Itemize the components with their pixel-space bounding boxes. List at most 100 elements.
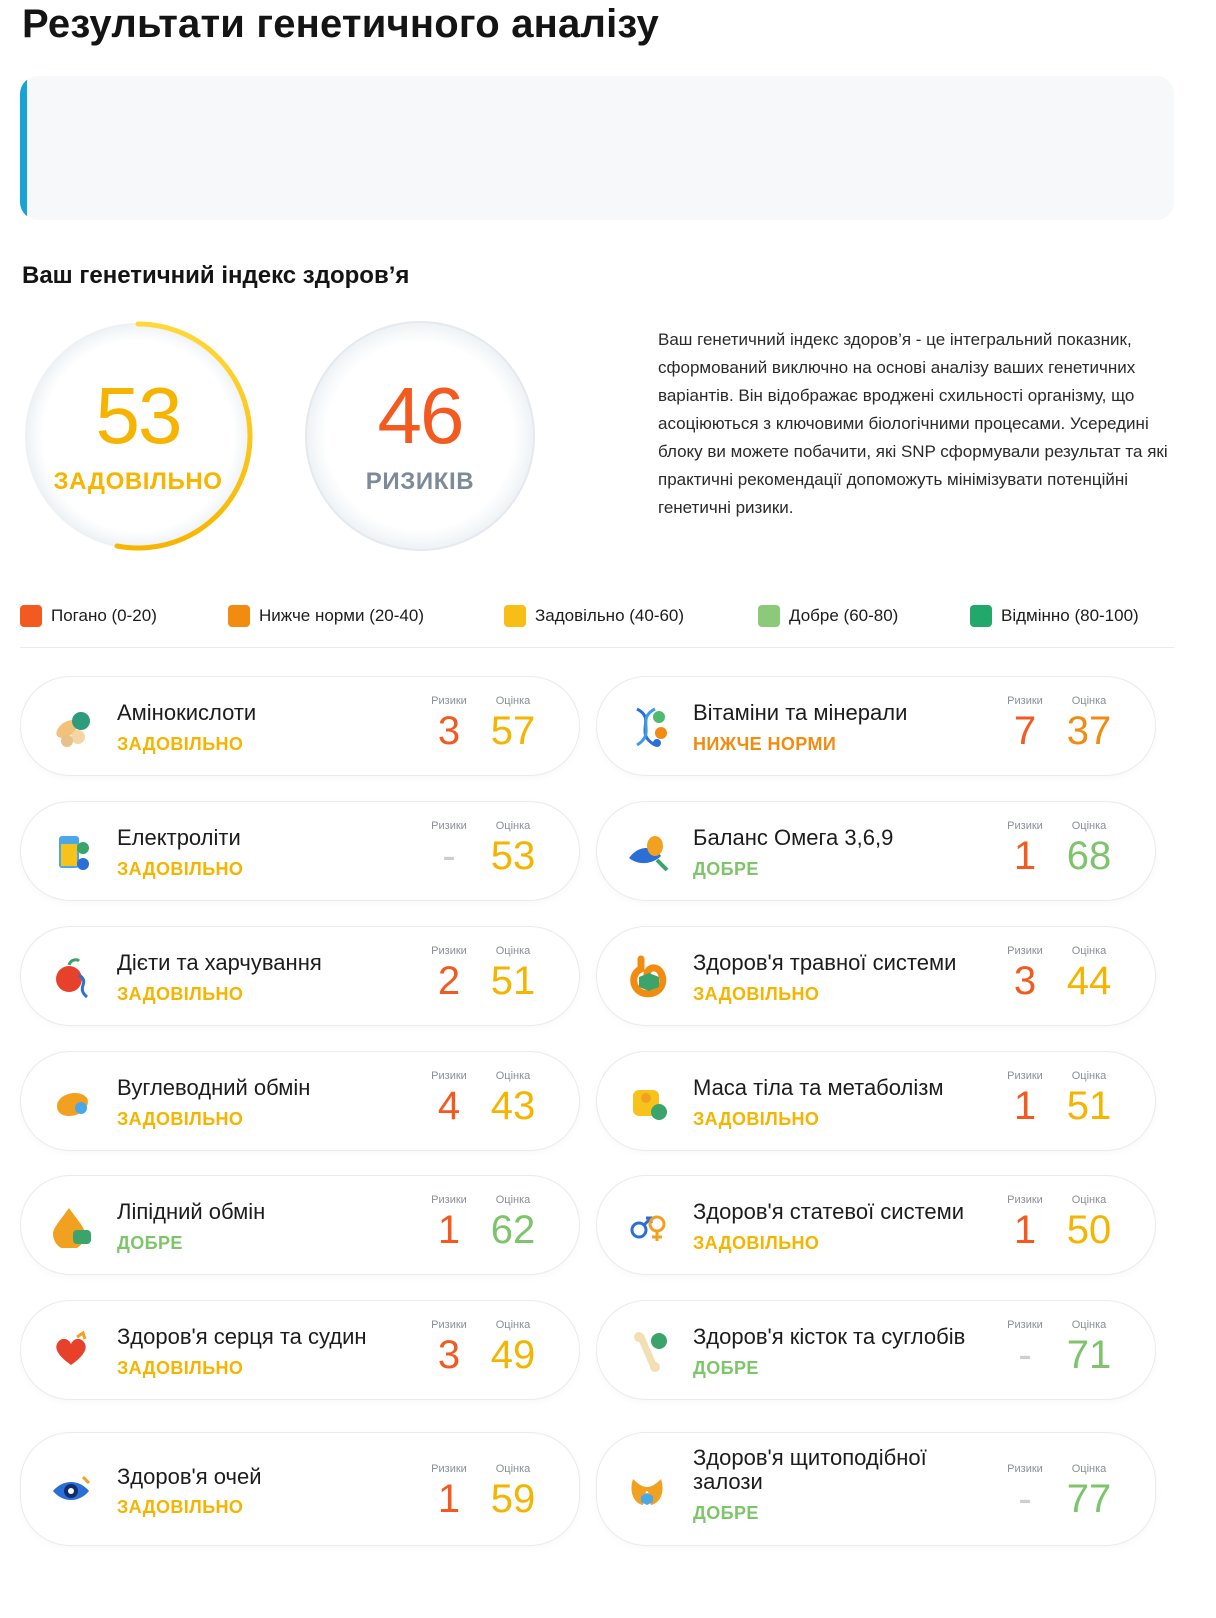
category-name: Вітаміни та мінерали bbox=[693, 700, 908, 725]
risks-column: Ризики 1 bbox=[995, 820, 1055, 878]
category-card[interactable]: Здоров'я серця та судин ЗАДОВІЛЬНО Ризики 3… bbox=[20, 1300, 580, 1400]
reproductive-system-icon bbox=[627, 1204, 671, 1248]
category-status: ДОБРЕ bbox=[693, 859, 759, 879]
score-caption: Оцінка bbox=[495, 1319, 531, 1331]
score-caption: Оцінка bbox=[1071, 1070, 1107, 1082]
category-status: ЗАДОВІЛЬНО bbox=[693, 984, 820, 1004]
score-value: 51 bbox=[1066, 1084, 1112, 1128]
risks-count-value: 46 bbox=[377, 371, 465, 460]
score-column: Оцінка 53 bbox=[483, 820, 543, 878]
category-name: Вуглеводний обмін bbox=[117, 1075, 311, 1100]
legend-swatch bbox=[228, 605, 250, 627]
score-caption: Оцінка bbox=[495, 1463, 531, 1475]
eye-health-icon bbox=[51, 1469, 95, 1513]
risks-value: 7 bbox=[1013, 709, 1037, 753]
risks-value: - bbox=[442, 834, 456, 878]
risks-caption: Ризики bbox=[431, 1194, 467, 1206]
diet-nutrition-icon bbox=[51, 955, 95, 999]
category-card[interactable]: Здоров'я статевої системи ЗАДОВІЛЬНО Ризик… bbox=[596, 1175, 1156, 1275]
legend-divider bbox=[20, 647, 1174, 648]
risks-column: Ризики 4 bbox=[419, 1070, 479, 1128]
category-card[interactable]: Баланс Омега 3,6,9 ДОБРЕ Ризики 1 Оцінка 68 bbox=[596, 801, 1156, 901]
risks-column: Ризики 1 bbox=[995, 1194, 1055, 1252]
category-card[interactable]: Здоров'я кісток та суглобів ДОБРЕ Ризики - О… bbox=[596, 1300, 1156, 1400]
risks-value: 1 bbox=[1013, 1208, 1037, 1252]
legend-label: Добре (60-80) bbox=[789, 606, 899, 625]
legend-label: Погано (0-20) bbox=[51, 606, 157, 625]
score-value: 43 bbox=[490, 1084, 536, 1128]
score-progress-arc bbox=[114, 321, 253, 551]
risks-value: 3 bbox=[1013, 959, 1037, 1003]
score-caption: Оцінка bbox=[1071, 695, 1107, 707]
legend-swatch bbox=[970, 605, 992, 627]
vitamins-minerals-icon bbox=[627, 705, 671, 749]
score-column: Оцінка 50 bbox=[1059, 1194, 1119, 1252]
page-title: Результати генетичного аналізу bbox=[22, 2, 659, 46]
category-name: Здоров'я очей bbox=[117, 1464, 262, 1489]
category-card[interactable]: Вуглеводний обмін ЗАДОВІЛЬНО Ризики 4 Оцінка… bbox=[20, 1051, 580, 1151]
score-caption: Оцінка bbox=[1071, 945, 1107, 957]
risks-caption: Ризики bbox=[1007, 695, 1043, 707]
risks-caption: Ризики bbox=[431, 1070, 467, 1082]
category-card[interactable]: Амінокислоти ЗАДОВІЛЬНО Ризики 3 Оцінка 57 bbox=[20, 676, 580, 776]
category-status: ЗАДОВІЛЬНО bbox=[693, 1233, 820, 1253]
risks-caption: Ризики bbox=[431, 1319, 467, 1331]
risks-caption: Ризики bbox=[431, 1463, 467, 1475]
category-name: Електроліти bbox=[117, 825, 241, 850]
category-status: ЗАДОВІЛЬНО bbox=[117, 984, 244, 1004]
risks-column: Ризики 7 bbox=[995, 695, 1055, 753]
category-status: ЗАДОВІЛЬНО bbox=[117, 1358, 244, 1378]
health-index-score-gauge: 53 ЗАДОВІЛЬНО bbox=[20, 318, 256, 554]
category-status: ДОБРЕ bbox=[117, 1233, 183, 1253]
category-name: Здоров'я серця та судин bbox=[117, 1324, 367, 1349]
category-card[interactable]: Електроліти ЗАДОВІЛЬНО Ризики - Оцінка 53 bbox=[20, 801, 580, 901]
score-column: Оцінка 51 bbox=[483, 945, 543, 1003]
legend-label: Задовільно (40-60) bbox=[535, 606, 685, 625]
category-card[interactable]: Маса тіла та метаболізм ЗАДОВІЛЬНО Ризики 1… bbox=[596, 1051, 1156, 1151]
info-banner bbox=[20, 76, 1174, 220]
risks-column: Ризики 1 bbox=[419, 1463, 479, 1521]
risks-caption: Ризики bbox=[431, 695, 467, 707]
score-column: Оцінка 59 bbox=[483, 1463, 543, 1521]
category-status: ЗАДОВІЛЬНО bbox=[117, 859, 244, 879]
body-mass-metabolism-icon bbox=[627, 1080, 671, 1124]
health-index-label: ЗАДОВІЛЬНО bbox=[53, 468, 223, 495]
risks-count-gauge: 46 РИЗИКІВ bbox=[302, 318, 538, 554]
score-caption: Оцінка bbox=[495, 1194, 531, 1206]
category-card[interactable]: Здоров'я очей ЗАДОВІЛЬНО Ризики 1 Оцінка 59 bbox=[20, 1432, 580, 1546]
score-column: Оцінка 37 bbox=[1059, 695, 1119, 753]
category-card[interactable]: Здоров'я щитоподібної залози ДОБРЕ Ризики -… bbox=[596, 1432, 1156, 1546]
category-card[interactable]: Дієти та харчування ЗАДОВІЛЬНО Ризики 2 Оцін… bbox=[20, 926, 580, 1026]
risks-caption: Ризики bbox=[1007, 945, 1043, 957]
legend-item: Добре (60-80) bbox=[758, 605, 898, 627]
category-name: Здоров'я кісток та суглобів bbox=[693, 1324, 966, 1349]
carbohydrate-metabolism-icon bbox=[51, 1080, 95, 1124]
category-card[interactable]: Ліпідний обмін ДОБРЕ Ризики 1 Оцінка 62 bbox=[20, 1175, 580, 1275]
amino-acids-icon bbox=[51, 705, 95, 749]
score-value: 51 bbox=[490, 959, 536, 1003]
section-title: Ваш генетичний індекс здоров’я bbox=[22, 262, 410, 289]
score-column: Оцінка 44 bbox=[1059, 945, 1119, 1003]
risks-caption: Ризики bbox=[1007, 1070, 1043, 1082]
risks-column: Ризики 3 bbox=[419, 1319, 479, 1377]
category-card[interactable]: Здоров'я травної системи ЗАДОВІЛЬНО Ризики… bbox=[596, 926, 1156, 1026]
category-name: Здоров'я статевої системи bbox=[693, 1199, 965, 1224]
category-status: ЗАДОВІЛЬНО bbox=[693, 1109, 820, 1129]
electrolytes-icon bbox=[51, 830, 95, 874]
legend-item: Задовільно (40-60) bbox=[504, 605, 684, 627]
health-index-description: Ваш генетичний індекс здоров’я - це інте… bbox=[658, 330, 1168, 517]
category-card[interactable]: Вітаміни та мінерали НИЖЧЕ НОРМИ Ризики 7 Оц… bbox=[596, 676, 1156, 776]
banner-accent-bar bbox=[20, 76, 27, 220]
digestive-system-icon bbox=[627, 955, 671, 999]
legend-item: Відмінно (80-100) bbox=[970, 605, 1139, 627]
heart-vessels-icon bbox=[51, 1329, 95, 1373]
score-value: 71 bbox=[1066, 1333, 1112, 1377]
risks-value: 1 bbox=[1013, 834, 1037, 878]
score-caption: Оцінка bbox=[1071, 1194, 1107, 1206]
category-status: ЗАДОВІЛЬНО bbox=[117, 1497, 244, 1517]
score-column: Оцінка 71 bbox=[1059, 1319, 1119, 1377]
legend-item: Погано (0-20) bbox=[20, 605, 157, 627]
score-value: 49 bbox=[490, 1333, 536, 1377]
risks-value: 3 bbox=[437, 709, 461, 753]
risks-value: - bbox=[1018, 1477, 1032, 1521]
